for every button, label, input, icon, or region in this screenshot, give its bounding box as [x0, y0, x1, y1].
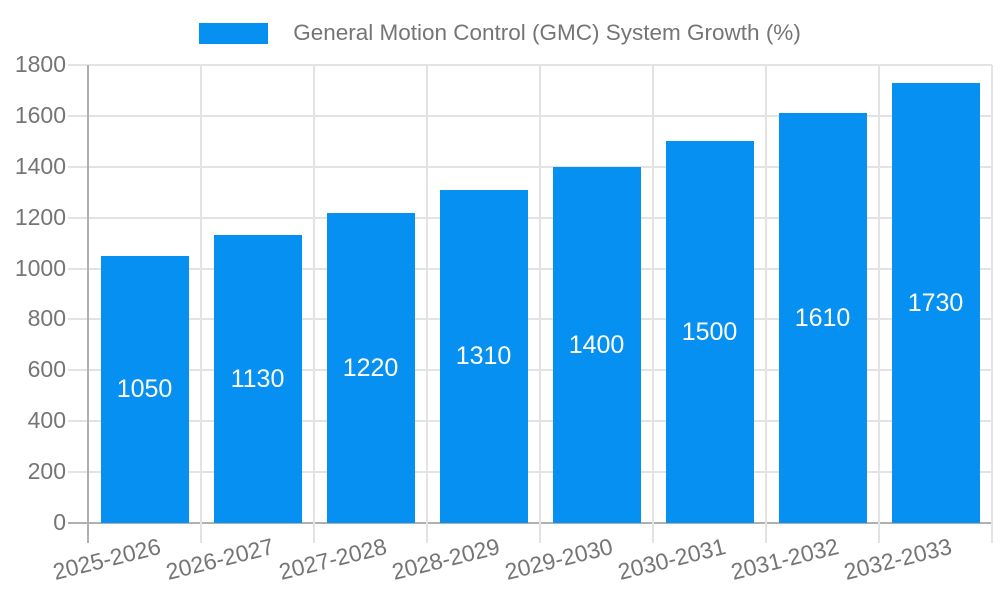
x-axis-baseline [68, 522, 992, 524]
y-axis-label: 1800 [14, 51, 66, 77]
chart-legend[interactable]: General Motion Control (GMC) System Grow… [0, 16, 1000, 50]
y-axis-label: 600 [27, 356, 66, 383]
h-gridline [68, 114, 992, 117]
y-axis-label: 1200 [14, 203, 66, 230]
bar [778, 113, 867, 523]
bar-value-label: 1400 [568, 330, 625, 359]
v-gridline [200, 65, 202, 543]
v-gridline [878, 65, 880, 543]
v-gridline [991, 65, 993, 543]
v-gridline [313, 65, 315, 543]
y-axis-label: 1400 [14, 152, 66, 179]
v-gridline [539, 65, 541, 543]
h-gridline [68, 420, 992, 423]
bar [100, 255, 189, 523]
bar [213, 235, 302, 523]
v-gridline [426, 65, 428, 543]
bar [891, 82, 980, 523]
h-gridline [68, 267, 992, 270]
bar-value-label: 1610 [794, 304, 851, 333]
h-gridline [68, 165, 992, 168]
bar-value-label: 1130 [230, 365, 285, 394]
bar-value-label: 1220 [342, 353, 399, 382]
bar [439, 189, 528, 523]
v-gridline [652, 65, 654, 543]
bar-value-label: 1050 [116, 375, 173, 404]
legend-label: General Motion Control (GMC) System Grow… [293, 20, 801, 45]
h-gridline [68, 471, 992, 474]
h-gridline [68, 216, 992, 219]
v-gridline [765, 65, 767, 543]
h-gridline [68, 369, 992, 372]
y-axis-label: 200 [27, 458, 66, 485]
bar-value-label: 1730 [907, 288, 964, 317]
bar-value-label: 1500 [681, 318, 738, 347]
y-axis-label: 1600 [14, 101, 66, 128]
bar [552, 166, 641, 523]
legend-swatch[interactable] [199, 22, 269, 44]
bar [665, 141, 754, 523]
y-axis-label: 1000 [14, 254, 66, 281]
h-gridline [68, 64, 992, 66]
y-axis-label: 800 [27, 305, 66, 332]
y-axis-label: 400 [27, 407, 66, 434]
y-axis-line [87, 65, 89, 543]
h-gridline [68, 318, 992, 321]
y-axis-label: 0 [53, 509, 66, 535]
bar [326, 212, 415, 523]
bar-value-label: 1310 [455, 342, 512, 371]
